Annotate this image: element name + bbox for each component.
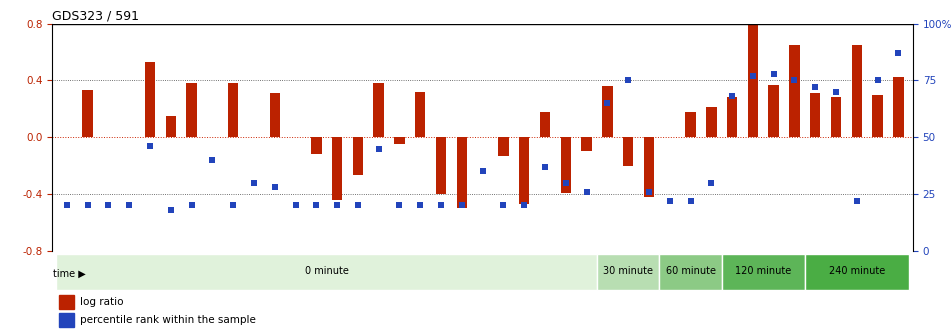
Point xyxy=(122,203,137,208)
Text: 240 minute: 240 minute xyxy=(828,266,885,277)
Bar xyxy=(269,93,280,137)
Point xyxy=(475,169,491,174)
Bar xyxy=(59,295,74,309)
Bar xyxy=(810,93,821,137)
Bar xyxy=(353,137,363,175)
Point xyxy=(725,93,740,99)
Point xyxy=(683,198,698,204)
Point xyxy=(495,203,511,208)
Point xyxy=(204,157,220,163)
Point xyxy=(641,189,656,194)
Point xyxy=(455,203,470,208)
Point xyxy=(329,203,344,208)
Point xyxy=(225,203,241,208)
Point xyxy=(59,203,74,208)
Point xyxy=(807,84,823,90)
Bar xyxy=(332,137,342,200)
Text: log ratio: log ratio xyxy=(80,297,124,307)
Bar xyxy=(727,97,737,137)
Point xyxy=(600,100,615,106)
FancyBboxPatch shape xyxy=(56,254,597,290)
Bar xyxy=(228,83,239,137)
Bar xyxy=(560,137,571,193)
Point xyxy=(184,203,199,208)
Point xyxy=(350,203,365,208)
Text: 60 minute: 60 minute xyxy=(666,266,715,277)
Point xyxy=(786,78,802,83)
Text: GDS323 / 591: GDS323 / 591 xyxy=(52,9,139,23)
Bar xyxy=(186,83,197,137)
Point xyxy=(662,198,677,204)
Bar xyxy=(644,137,654,197)
Point xyxy=(516,203,532,208)
Point xyxy=(164,207,179,213)
Bar xyxy=(145,62,155,137)
FancyBboxPatch shape xyxy=(805,254,909,290)
Bar xyxy=(311,137,321,154)
Bar xyxy=(623,137,633,166)
Point xyxy=(101,203,116,208)
Bar xyxy=(540,112,551,137)
Point xyxy=(413,203,428,208)
Bar xyxy=(789,45,800,137)
Text: time ▶: time ▶ xyxy=(53,268,87,279)
Point xyxy=(537,164,553,169)
Bar xyxy=(374,83,384,137)
Bar xyxy=(59,313,74,327)
Bar xyxy=(831,97,842,137)
Bar xyxy=(852,45,862,137)
Bar xyxy=(83,90,93,137)
Bar xyxy=(602,86,612,137)
Point xyxy=(288,203,303,208)
Bar xyxy=(872,94,883,137)
Point xyxy=(246,180,262,185)
Text: 0 minute: 0 minute xyxy=(304,266,349,277)
Point xyxy=(558,180,573,185)
Point xyxy=(767,71,782,76)
Bar xyxy=(747,24,758,137)
Bar xyxy=(768,85,779,137)
Text: percentile rank within the sample: percentile rank within the sample xyxy=(80,316,256,325)
Text: 30 minute: 30 minute xyxy=(603,266,653,277)
Bar xyxy=(706,107,716,137)
Point xyxy=(849,198,864,204)
Point xyxy=(579,189,594,194)
Point xyxy=(392,203,407,208)
Bar xyxy=(436,137,446,194)
Bar xyxy=(581,137,592,151)
Point xyxy=(746,73,761,79)
Bar xyxy=(893,78,903,137)
FancyBboxPatch shape xyxy=(597,254,659,290)
Point xyxy=(891,50,906,56)
Bar xyxy=(498,137,509,156)
Bar xyxy=(415,92,425,137)
Bar xyxy=(519,137,530,204)
Bar xyxy=(686,112,696,137)
Point xyxy=(828,89,844,94)
Point xyxy=(143,143,158,149)
Bar xyxy=(165,116,176,137)
FancyBboxPatch shape xyxy=(659,254,722,290)
Text: 120 minute: 120 minute xyxy=(735,266,791,277)
Bar xyxy=(395,137,405,144)
Point xyxy=(80,203,95,208)
Point xyxy=(621,78,636,83)
Point xyxy=(371,146,386,151)
Point xyxy=(434,203,449,208)
FancyBboxPatch shape xyxy=(722,254,805,290)
Bar xyxy=(456,137,467,208)
Point xyxy=(309,203,324,208)
Point xyxy=(704,180,719,185)
Point xyxy=(870,78,885,83)
Point xyxy=(267,184,282,190)
